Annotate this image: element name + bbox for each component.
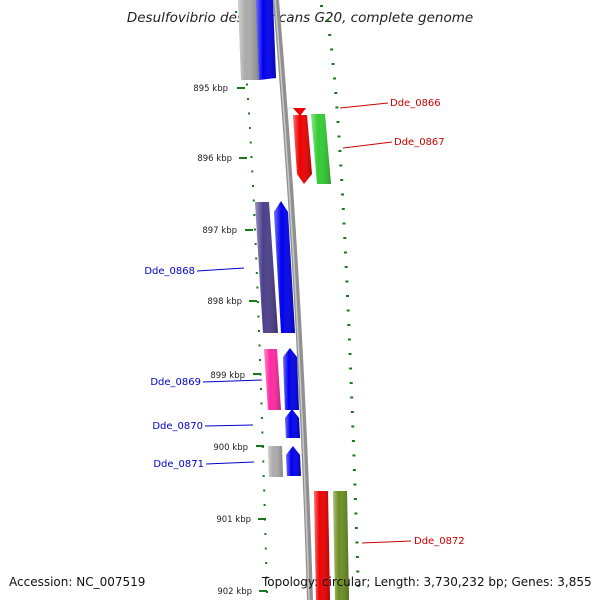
gene-dde0872-olive[interactable] xyxy=(333,491,349,600)
leader-line xyxy=(361,540,412,544)
gene-label-layer: Dde_0866 Dde_0867 Dde_0868 Dde_0869 Dde_… xyxy=(144,98,464,547)
gene-dde0870-blue[interactable] xyxy=(285,409,300,438)
gene-label[interactable]: Dde_0870 xyxy=(152,421,203,432)
gene-dde0871-blue[interactable] xyxy=(286,446,301,476)
reverse-strand-track xyxy=(238,0,301,477)
gene-label[interactable]: Dde_0868 xyxy=(144,266,195,277)
gene-label[interactable]: Dde_0871 xyxy=(153,459,204,470)
topology-text: Topology: circular; Length: 3,730,232 bp… xyxy=(262,575,592,589)
gene-dde0869-magenta[interactable] xyxy=(264,349,281,410)
scale-label: 901 kbp xyxy=(216,515,251,525)
gene-blue-top[interactable] xyxy=(256,0,276,80)
gene-label[interactable]: Dde_0867 xyxy=(394,137,445,148)
leader-line xyxy=(339,102,389,109)
scale-label: 900 kbp xyxy=(213,443,248,453)
leader-line xyxy=(342,141,393,149)
scale-axis: 895 kbp 896 kbp 897 kbp 898 kbp 899 kbp … xyxy=(193,84,267,597)
gene-label[interactable]: Dde_0866 xyxy=(390,98,441,109)
leader-line xyxy=(196,267,245,272)
forward-strand-track xyxy=(293,108,349,600)
scale-label: 899 kbp xyxy=(210,371,245,381)
gene-dde0869-blue[interactable] xyxy=(283,348,299,410)
gene-dde0866-marker xyxy=(293,108,306,116)
gene-gray-top[interactable] xyxy=(238,0,259,80)
gene-dde0871-gray[interactable] xyxy=(268,446,283,477)
gene-dde0868-navy[interactable] xyxy=(255,202,278,333)
gene-dde0866-red[interactable] xyxy=(293,108,312,184)
leader-line xyxy=(204,424,254,427)
gene-dde0872-red[interactable] xyxy=(314,491,330,600)
map-title: Desulfovibrio desulfuricans G20, complet… xyxy=(126,10,474,26)
scale-label: 895 kbp xyxy=(193,84,228,94)
scale-label: 896 kbp xyxy=(197,154,232,164)
genome-backbone-highlight xyxy=(274,0,310,600)
gene-label[interactable]: Dde_0869 xyxy=(150,377,201,388)
scale-label: 898 kbp xyxy=(207,297,242,307)
genome-backbone xyxy=(273,0,313,600)
accession-text: Accession: NC_007519 xyxy=(9,575,146,589)
leader-line xyxy=(202,379,263,383)
gene-dde0867-green[interactable] xyxy=(311,114,331,184)
gene-blue-897[interactable] xyxy=(274,201,295,333)
leader-line xyxy=(205,461,255,465)
scale-label: 902 kbp xyxy=(217,587,252,597)
scale-label: 897 kbp xyxy=(202,226,237,236)
gene-label[interactable]: Dde_0872 xyxy=(414,536,465,547)
